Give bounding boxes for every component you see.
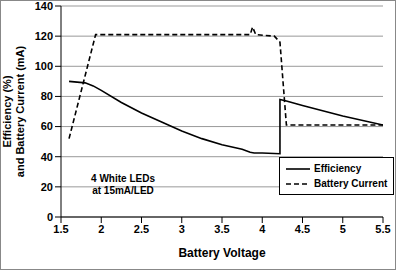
svg-text:140: 140 xyxy=(35,1,53,12)
html-text:Battery Current: Battery Current xyxy=(314,178,388,189)
html-text:Efficiency: Efficiency xyxy=(314,163,362,174)
svg-text:100: 100 xyxy=(35,60,53,72)
html-text:at 15mA/LED: at 15mA/LED xyxy=(92,185,154,196)
svg-text:5: 5 xyxy=(340,223,346,235)
svg-text:120: 120 xyxy=(35,30,53,42)
svg-text:40: 40 xyxy=(41,151,53,163)
svg-text:2: 2 xyxy=(98,223,104,235)
html-text:4 White LEDs: 4 White LEDs xyxy=(91,173,155,184)
svg-text:60: 60 xyxy=(41,120,53,132)
svg-text:Efficiency (%)and Battery Curr: Efficiency (%)and Battery Current (mA) xyxy=(8,45,26,177)
svg-text:1.5: 1.5 xyxy=(53,223,68,235)
svg-text:5.5: 5.5 xyxy=(375,223,388,235)
svg-text:80: 80 xyxy=(41,90,53,102)
svg-text:0: 0 xyxy=(47,211,53,223)
svg-text:Battery Voltage: Battery Voltage xyxy=(178,246,265,260)
svg-text:4.5: 4.5 xyxy=(295,223,310,235)
svg-text:2.5: 2.5 xyxy=(134,223,149,235)
svg-text:4: 4 xyxy=(259,223,266,235)
svg-text:3.5: 3.5 xyxy=(214,223,229,235)
svg-text:3: 3 xyxy=(179,223,185,235)
svg-text:20: 20 xyxy=(41,181,53,193)
